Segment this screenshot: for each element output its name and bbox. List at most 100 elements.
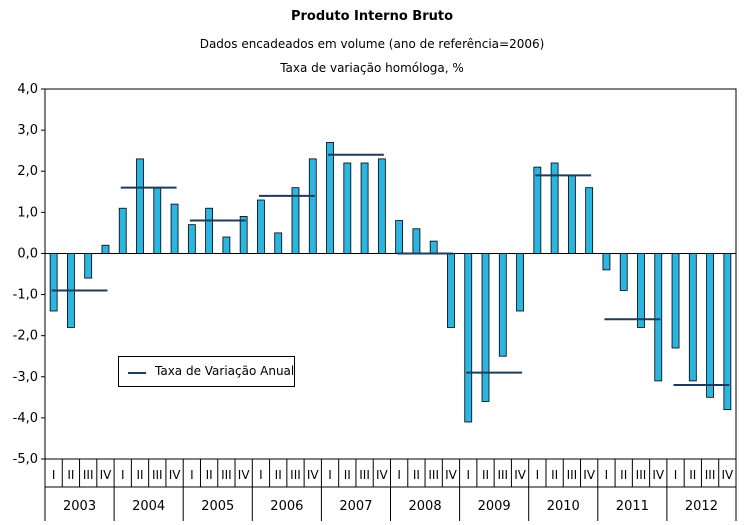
quarter-label: I <box>121 468 125 482</box>
quarter-label: III <box>152 468 163 482</box>
quarter-label: I <box>259 468 263 482</box>
year-label-2012: 2012 <box>685 499 718 514</box>
quarter-label: IV <box>100 468 113 482</box>
quarter-label: II <box>344 468 351 482</box>
year-label-2011: 2011 <box>616 499 649 514</box>
bar-q4-2003 <box>101 244 110 254</box>
bar-q1-2010 <box>533 166 542 254</box>
quarter-label: IV <box>514 468 527 482</box>
year-label-2003: 2003 <box>63 499 96 514</box>
quarter-label: I <box>328 468 332 482</box>
year-label-2006: 2006 <box>270 499 303 514</box>
quarter-label: II <box>136 468 143 482</box>
bar-q2-2007 <box>343 162 352 254</box>
y-tick-label: -5,0 <box>13 452 38 467</box>
bar-q4-2009 <box>516 253 524 312</box>
year-label-2010: 2010 <box>547 499 580 514</box>
bar-q3-2010 <box>567 174 576 254</box>
quarter-label: III <box>83 468 94 482</box>
bar-q1-2008 <box>395 220 404 254</box>
quarter-label: II <box>620 468 627 482</box>
bar-q2-2009 <box>481 253 490 402</box>
bar-q1-2007 <box>326 142 334 254</box>
y-tick-label: 3,0 <box>17 123 38 138</box>
bar-q3-2004 <box>153 187 162 254</box>
quarter-label: IV <box>238 468 251 482</box>
quarter-label: II <box>206 468 213 482</box>
bar-q4-2005 <box>239 216 248 254</box>
bar-q2-2011 <box>619 253 628 291</box>
quarter-label: III <box>497 468 508 482</box>
quarter-label: I <box>536 468 540 482</box>
year-label-2005: 2005 <box>201 499 234 514</box>
quarter-label: III <box>221 468 232 482</box>
bar-q2-2006 <box>274 232 283 254</box>
quarter-label: IV <box>583 468 596 482</box>
bar-q1-2004 <box>118 207 127 254</box>
bar-q4-2007 <box>377 158 386 254</box>
quarter-label: IV <box>721 468 734 482</box>
quarter-label: III <box>359 468 370 482</box>
quarter-label: II <box>67 468 74 482</box>
quarter-label: III <box>636 468 647 482</box>
quarter-label: II <box>413 468 420 482</box>
y-tick-label: -2,0 <box>13 329 38 344</box>
year-label-2004: 2004 <box>132 499 165 514</box>
bar-q3-2011 <box>637 253 645 328</box>
bar-q4-2010 <box>585 187 594 254</box>
legend-label: Taxa de Variação Anual <box>155 364 295 378</box>
quarter-label: IV <box>307 468 320 482</box>
quarter-label: I <box>605 468 609 482</box>
quarter-label: I <box>466 468 470 482</box>
chart-title: Produto Interno Bruto <box>290 9 454 24</box>
bar-q2-2012 <box>688 253 697 382</box>
quarter-label: II <box>689 468 696 482</box>
bar-q3-2003 <box>84 253 93 279</box>
quarter-label: II <box>482 468 489 482</box>
bar-q2-2010 <box>550 162 559 254</box>
bar-q3-2007 <box>360 162 369 254</box>
quarter-label: III <box>567 468 578 482</box>
year-label-2007: 2007 <box>339 499 372 514</box>
bar-q3-2006 <box>291 187 300 254</box>
y-tick-label: 2,0 <box>17 164 38 179</box>
quarter-label: IV <box>169 468 182 482</box>
legend: Taxa de Variação Anual <box>118 356 295 387</box>
bar-q1-2012 <box>671 253 680 349</box>
bar-q1-2005 <box>187 224 196 254</box>
quarter-label: I <box>397 468 401 482</box>
bar-q3-2008 <box>429 240 438 254</box>
y-tick-label: 4,0 <box>17 82 38 97</box>
bar-q2-2008 <box>412 228 421 254</box>
quarter-label: I <box>190 468 194 482</box>
bar-q2-2004 <box>136 158 144 254</box>
quarter-label: IV <box>376 468 389 482</box>
bar-q1-2009 <box>464 253 473 423</box>
bar-q1-2006 <box>257 199 265 254</box>
y-tick-label: -1,0 <box>13 288 38 303</box>
quarter-label: II <box>275 468 282 482</box>
quarter-label: I <box>52 468 56 482</box>
quarter-label: IV <box>445 468 458 482</box>
year-label-2008: 2008 <box>409 499 442 514</box>
bar-q4-2004 <box>170 203 179 254</box>
y-tick-label: 1,0 <box>17 205 38 220</box>
bar-q4-2008 <box>447 253 455 328</box>
bar-q1-2003 <box>49 253 58 312</box>
plot-frame <box>44 88 737 460</box>
quarter-label: II <box>551 468 558 482</box>
bar-q4-2006 <box>308 158 317 254</box>
y-tick-label: -4,0 <box>13 411 38 426</box>
quarter-label: I <box>674 468 678 482</box>
bar-q1-2011 <box>602 253 611 271</box>
bar-q3-2005 <box>222 236 231 254</box>
year-label-2009: 2009 <box>478 499 511 514</box>
quarter-label: IV <box>652 468 665 482</box>
bar-q4-2011 <box>654 253 663 382</box>
chart-ylabel: Taxa de variação homóloga, % <box>280 61 464 75</box>
y-tick-label: 0,0 <box>17 246 38 261</box>
bar-q4-2012 <box>723 253 732 411</box>
bar-q3-2009 <box>498 253 507 357</box>
bar-q2-2005 <box>205 207 214 254</box>
